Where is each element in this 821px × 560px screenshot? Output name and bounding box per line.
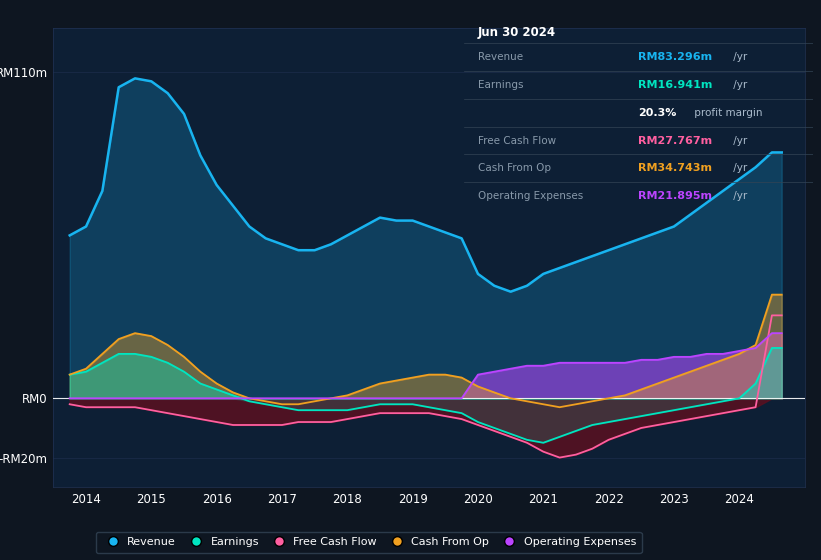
Text: /yr: /yr — [730, 164, 747, 174]
Text: RM27.767m: RM27.767m — [639, 136, 713, 146]
Text: /yr: /yr — [730, 80, 747, 90]
Text: RM34.743m: RM34.743m — [639, 164, 713, 174]
Text: profit margin: profit margin — [690, 108, 762, 118]
Text: RM83.296m: RM83.296m — [639, 52, 713, 62]
Text: /yr: /yr — [730, 191, 747, 201]
Text: Cash From Op: Cash From Op — [478, 164, 551, 174]
Text: RM21.895m: RM21.895m — [639, 191, 713, 201]
Text: Free Cash Flow: Free Cash Flow — [478, 136, 556, 146]
Text: /yr: /yr — [730, 52, 747, 62]
Text: Earnings: Earnings — [478, 80, 523, 90]
Text: /yr: /yr — [730, 136, 747, 146]
Legend: Revenue, Earnings, Free Cash Flow, Cash From Op, Operating Expenses: Revenue, Earnings, Free Cash Flow, Cash … — [96, 531, 642, 553]
Text: Operating Expenses: Operating Expenses — [478, 191, 583, 201]
Text: 20.3%: 20.3% — [639, 108, 677, 118]
Text: Revenue: Revenue — [478, 52, 523, 62]
Text: RM16.941m: RM16.941m — [639, 80, 713, 90]
Text: Jun 30 2024: Jun 30 2024 — [478, 26, 556, 39]
